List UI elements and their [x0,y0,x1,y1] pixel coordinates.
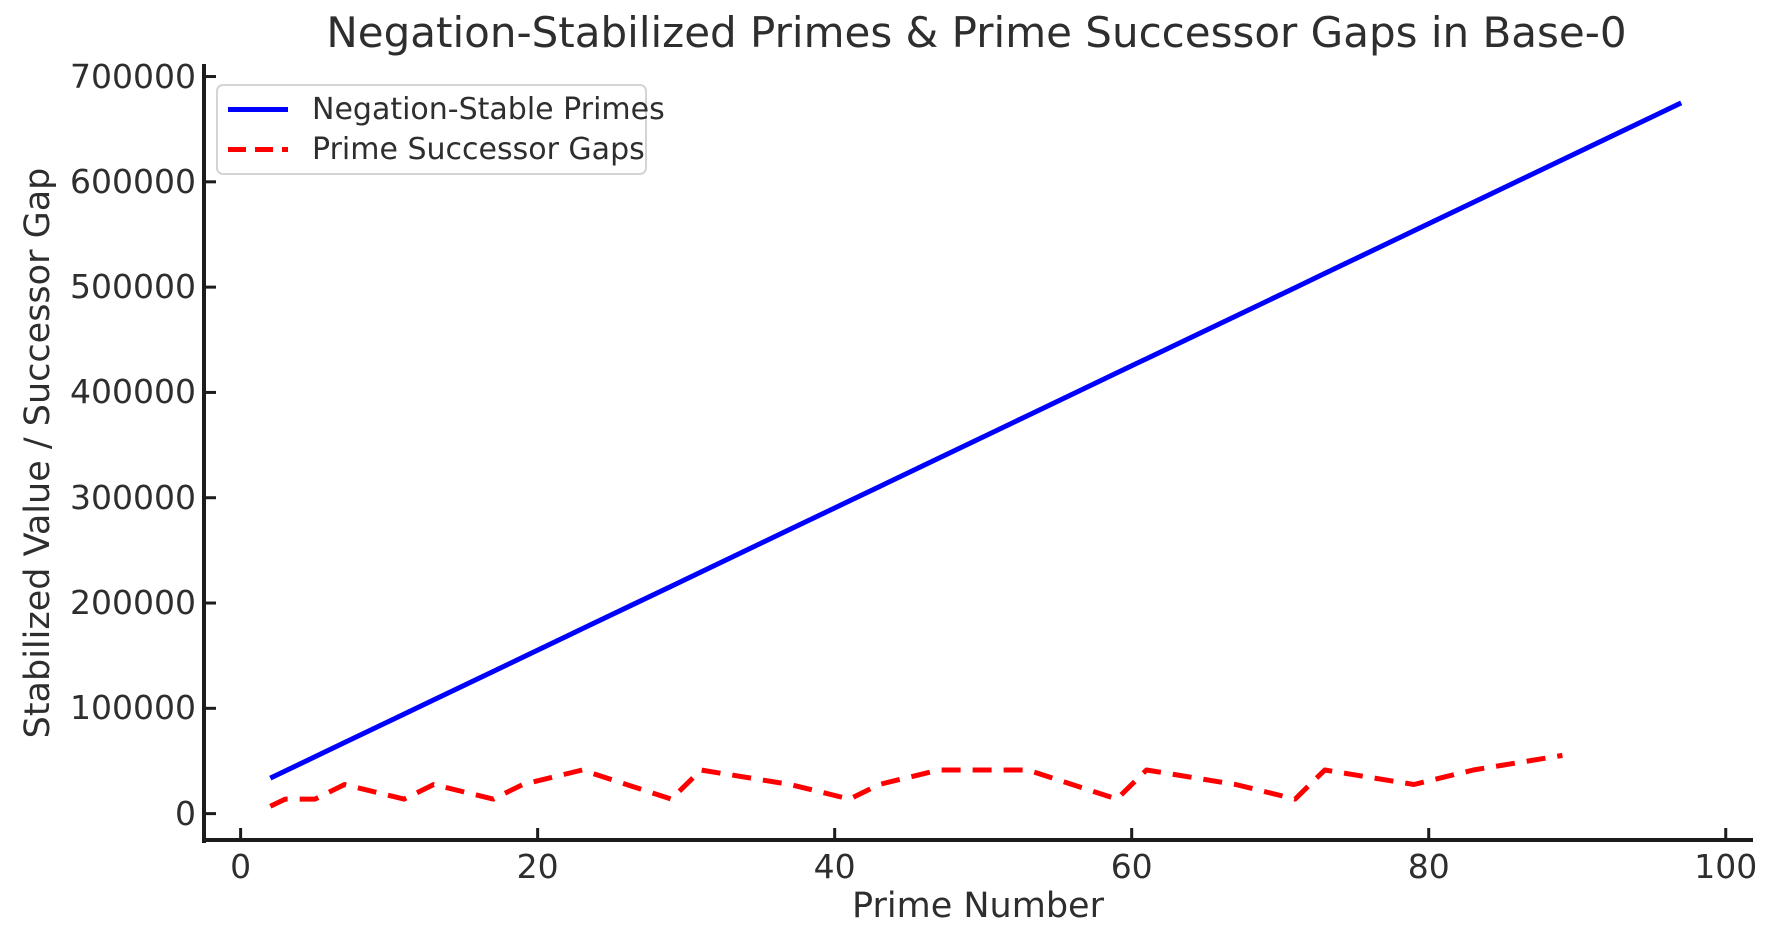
chart-title: Negation-Stabilized Primes & Prime Succe… [326,8,1627,57]
legend-dashed-line-sample [228,146,288,152]
legend-item-negation-stable-primes: Negation-Stable Primes [228,92,665,127]
y-tick-label: 500000 [70,267,196,307]
y-tick-label: 600000 [70,161,196,201]
x-tick-label: 20 [516,847,559,886]
legend-solid-line-sample [228,107,288,113]
y-tick-label: 100000 [70,688,196,728]
x-tick-label: 80 [1407,847,1450,886]
legend: Negation-Stable Primes Prime Successor G… [216,84,665,175]
y-tick-label: 300000 [70,477,196,517]
legend-item-prime-successor-gaps: Prime Successor Gaps [228,132,645,167]
x-axis-label: Prime Number [852,886,1104,926]
y-tick-label: 700000 [70,56,196,96]
y-tick-label: 400000 [70,372,196,412]
y-tick-label: 200000 [70,583,196,623]
x-tick-label: 40 [813,847,856,886]
x-tick-label: 100 [1694,847,1758,886]
y-tick-label: 0 [175,793,196,833]
legend-label: Prime Successor Gaps [312,131,645,167]
x-tick-label: 0 [230,847,252,886]
prime-successor-gaps-line [269,752,1563,809]
legend-label: Negation-Stable Primes [312,92,665,128]
negation-stable-primes-line [269,100,1683,781]
x-tick-label: 60 [1110,847,1153,886]
